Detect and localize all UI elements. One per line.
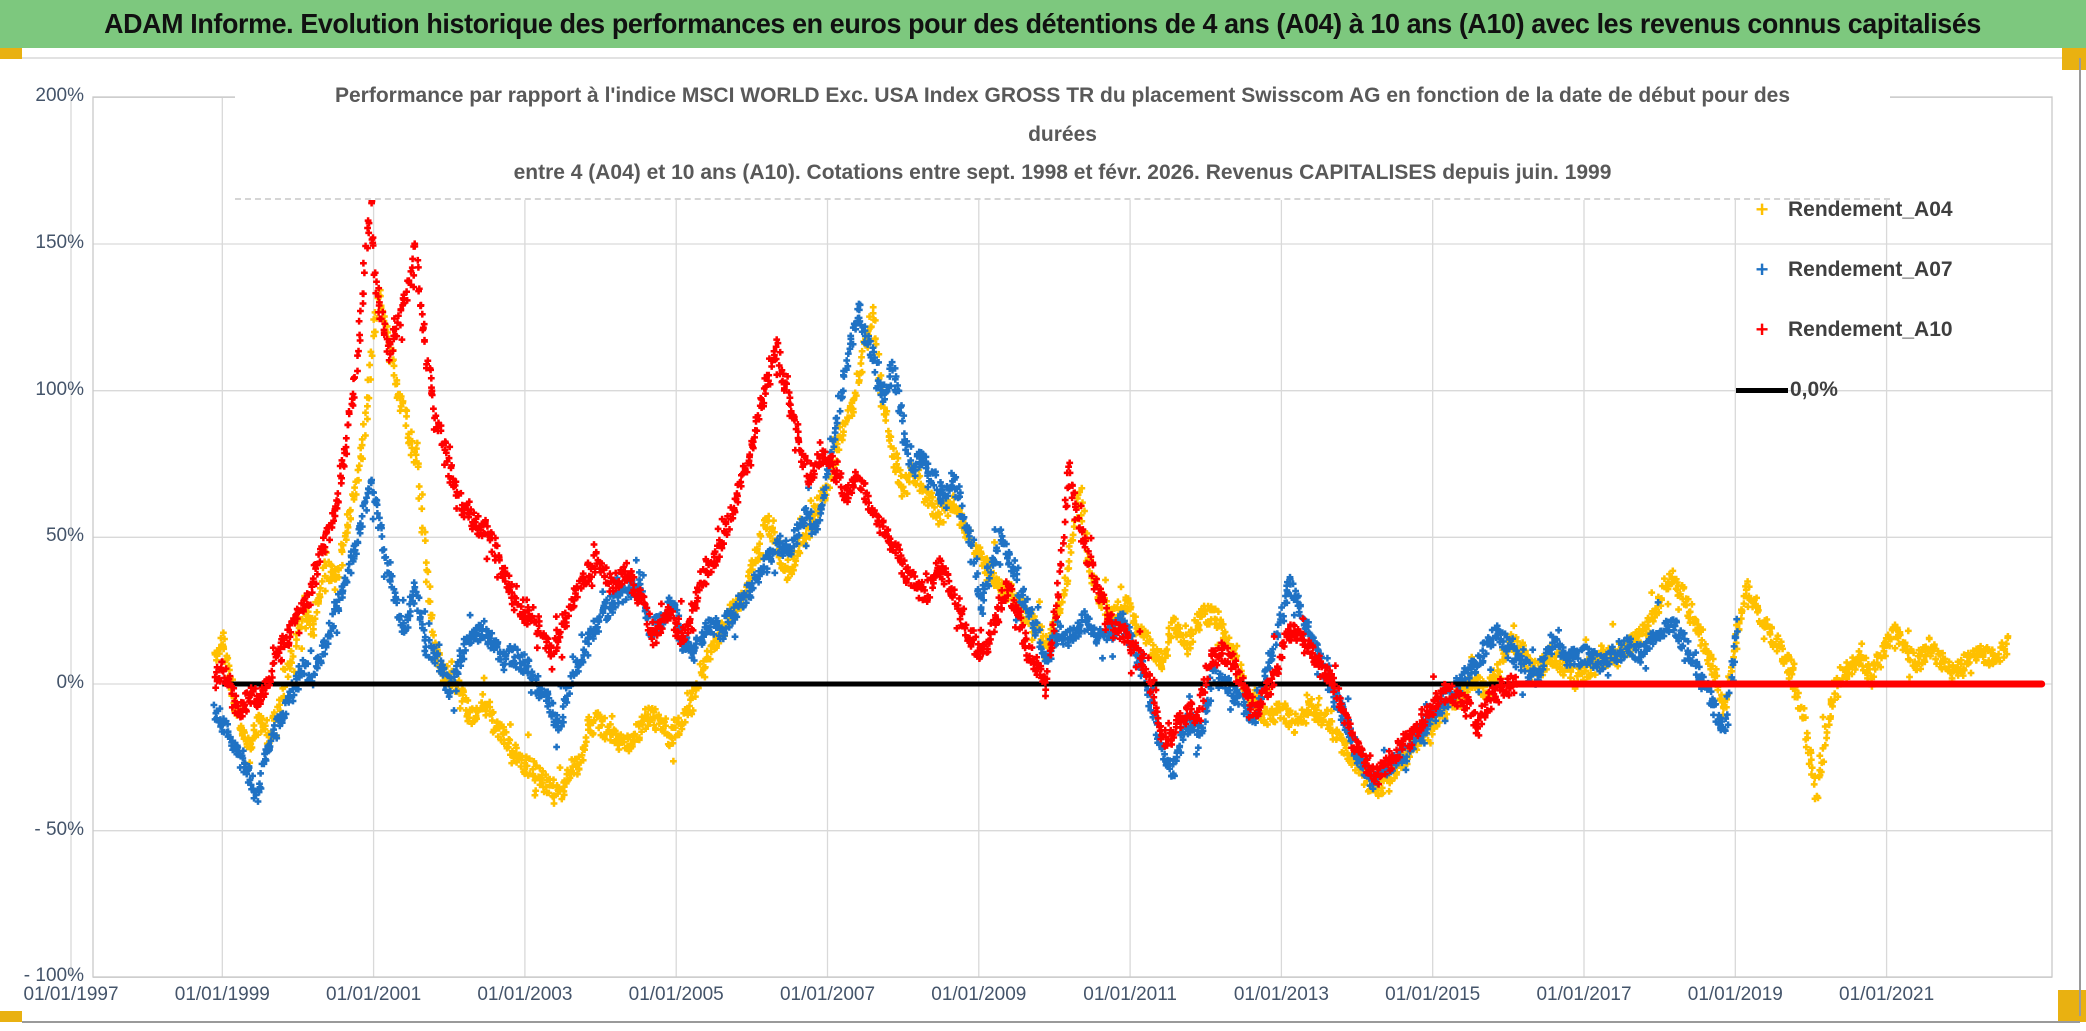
x-tick-label: 01/01/2013	[1233, 984, 1329, 1005]
x-tick-label: 01/01/2009	[931, 984, 1027, 1005]
x-tick-label: 01/01/2005	[628, 984, 724, 1005]
chart-title-line-2: durées	[1028, 123, 1097, 146]
chart-title-line-3: entre 4 (A04) et 10 ans (A10). Cotations…	[513, 161, 1612, 184]
y-tick-label: 0%	[56, 672, 84, 693]
chart-title: Performance par rapport à l'indice MSCI …	[235, 76, 1890, 200]
legend-item-a10[interactable]: + Rendement_A10	[1736, 300, 1953, 360]
plus-marker-icon: +	[1755, 317, 1769, 342]
legend-item-a07[interactable]: + Rendement_A07	[1736, 240, 1953, 300]
x-tick-label: 01/01/2003	[477, 984, 573, 1005]
accent-bottom-left	[0, 1011, 22, 1022]
legend: + Rendement_A04 + Rendement_A07 + Rendem…	[1736, 180, 1953, 420]
plus-marker-icon: +	[1755, 257, 1769, 282]
y-tick-label: 200%	[35, 85, 84, 107]
chart-title-line-1: Performance par rapport à l'indice MSCI …	[334, 84, 1791, 107]
legend-item-zero-line[interactable]: 0,0%	[1736, 360, 1953, 420]
y-tick-label: - 50%	[34, 818, 84, 840]
x-tick-label: 01/01/2007	[779, 984, 876, 1005]
accent-bottom-right	[2058, 990, 2086, 1022]
legend-label: 0,0%	[1790, 378, 1838, 401]
legend-label: Rendement_A07	[1788, 258, 1953, 281]
x-tick-label: 01/01/2017	[1536, 984, 1632, 1005]
y-tick-label: 150%	[35, 232, 84, 253]
banner: ADAM Informe. Evolution historique des p…	[0, 0, 2086, 48]
banner-divider	[0, 57, 2086, 59]
y-tick-label: 50%	[45, 525, 84, 547]
x-tick-label: 01/01/2019	[1687, 984, 1783, 1005]
legend-label: Rendement_A04	[1788, 198, 1953, 221]
x-tick-label: 01/01/2001	[326, 984, 422, 1005]
plus-marker-icon: +	[1755, 197, 1769, 222]
y-tick-label: 100%	[35, 378, 84, 400]
series-Rendement_A10	[211, 197, 1520, 788]
x-tick-label: 01/01/1999	[174, 984, 270, 1005]
line-marker-icon	[1736, 387, 1788, 393]
x-tick-label: 01/01/2015	[1385, 984, 1481, 1005]
y-tick-label: - 100%	[23, 965, 84, 987]
x-tick-label: 01/01/1997	[23, 984, 119, 1005]
frame-right	[2079, 58, 2081, 1016]
x-tick-label: 01/01/2011	[1083, 984, 1177, 1005]
x-tick-label: 01/01/2021	[1839, 984, 1935, 1005]
frame-bottom	[22, 1021, 2080, 1023]
accent-top-left	[0, 48, 22, 59]
legend-item-a04[interactable]: + Rendement_A04	[1736, 180, 1953, 240]
banner-title: ADAM Informe. Evolution historique des p…	[104, 8, 1982, 39]
legend-label: Rendement_A10	[1788, 318, 1953, 341]
